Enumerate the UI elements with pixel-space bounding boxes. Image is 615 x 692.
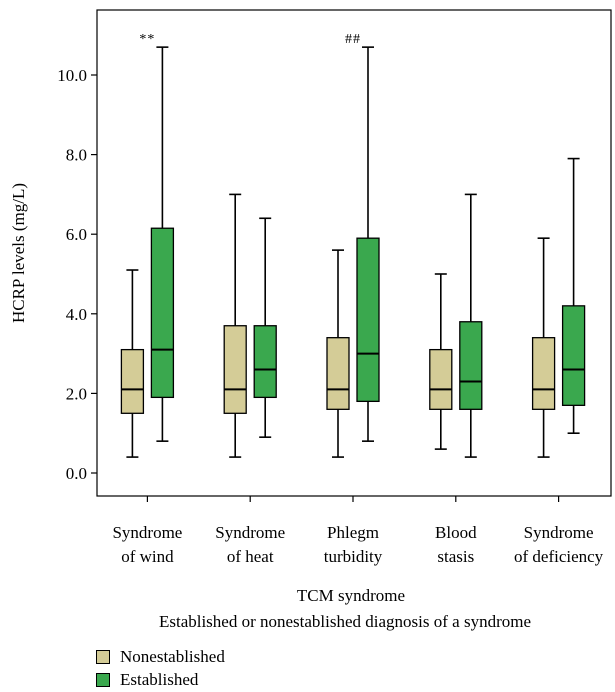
x-tick-label-blood-stasis-line1: Blood [435, 523, 477, 542]
legend-item-established: Established [96, 668, 225, 691]
legend-item-nonestablished: Nonestablished [96, 645, 225, 668]
plot-frame [96, 9, 612, 497]
legend: Nonestablished Established [96, 645, 225, 691]
box-nonestablished-blood-stasis [429, 348, 453, 410]
box-nonestablished-syndrome-of-wind [120, 348, 145, 414]
box-established-syndrome-of-heat [253, 325, 277, 399]
y-tick-label: 2.0 [66, 384, 87, 403]
box-established-syndrome-of-deficiency [561, 305, 586, 406]
x-tick-label-syndrome-of-heat-line1: Syndrome [215, 523, 285, 542]
y-axis-label: HCRP levels (mg/L) [9, 183, 28, 323]
box-established-blood-stasis [459, 321, 483, 410]
x-tick-label-blood-stasis-line2: stasis [437, 547, 474, 566]
y-tick-label: 8.0 [66, 146, 87, 165]
legend-title: Established or nonestablished diagnosis … [159, 612, 531, 631]
legend-swatch-established [96, 672, 110, 687]
significance-annotation-syndrome-of-wind: ** [139, 32, 155, 47]
legend-label-established: Established [120, 669, 199, 689]
box-nonestablished-syndrome-of-heat [223, 325, 247, 414]
y-tick-label: 0.0 [66, 464, 87, 483]
x-axis-label: TCM syndrome [297, 586, 405, 605]
box-established-phlegm-turbidity [356, 237, 380, 403]
x-tick-label-syndrome-of-wind-line2: of wind [121, 547, 174, 566]
y-tick-label: 6.0 [66, 225, 87, 244]
x-tick-label-syndrome-of-heat-line2: of heat [227, 547, 274, 566]
y-tick-label: 4.0 [66, 305, 87, 324]
x-tick-label-phlegm-turbidity-line1: Phlegm [327, 523, 379, 542]
y-tick-label: 10.0 [57, 66, 87, 85]
box-nonestablished-syndrome-of-deficiency [531, 337, 556, 410]
x-tick-label-syndrome-of-deficiency-line2: of deficiency [514, 547, 604, 566]
legend-swatch-nonestablished [96, 649, 110, 664]
box-nonestablished-phlegm-turbidity [326, 337, 350, 410]
x-tick-label-syndrome-of-wind-line1: Syndrome [112, 523, 182, 542]
legend-label-nonestablished: Nonestablished [120, 646, 225, 666]
box-established-syndrome-of-wind [150, 227, 175, 399]
x-tick-label-phlegm-turbidity-line2: turbidity [324, 547, 383, 566]
x-tick-label-syndrome-of-deficiency-line1: Syndrome [524, 523, 594, 542]
significance-annotation-phlegm-turbidity: ## [345, 32, 361, 47]
